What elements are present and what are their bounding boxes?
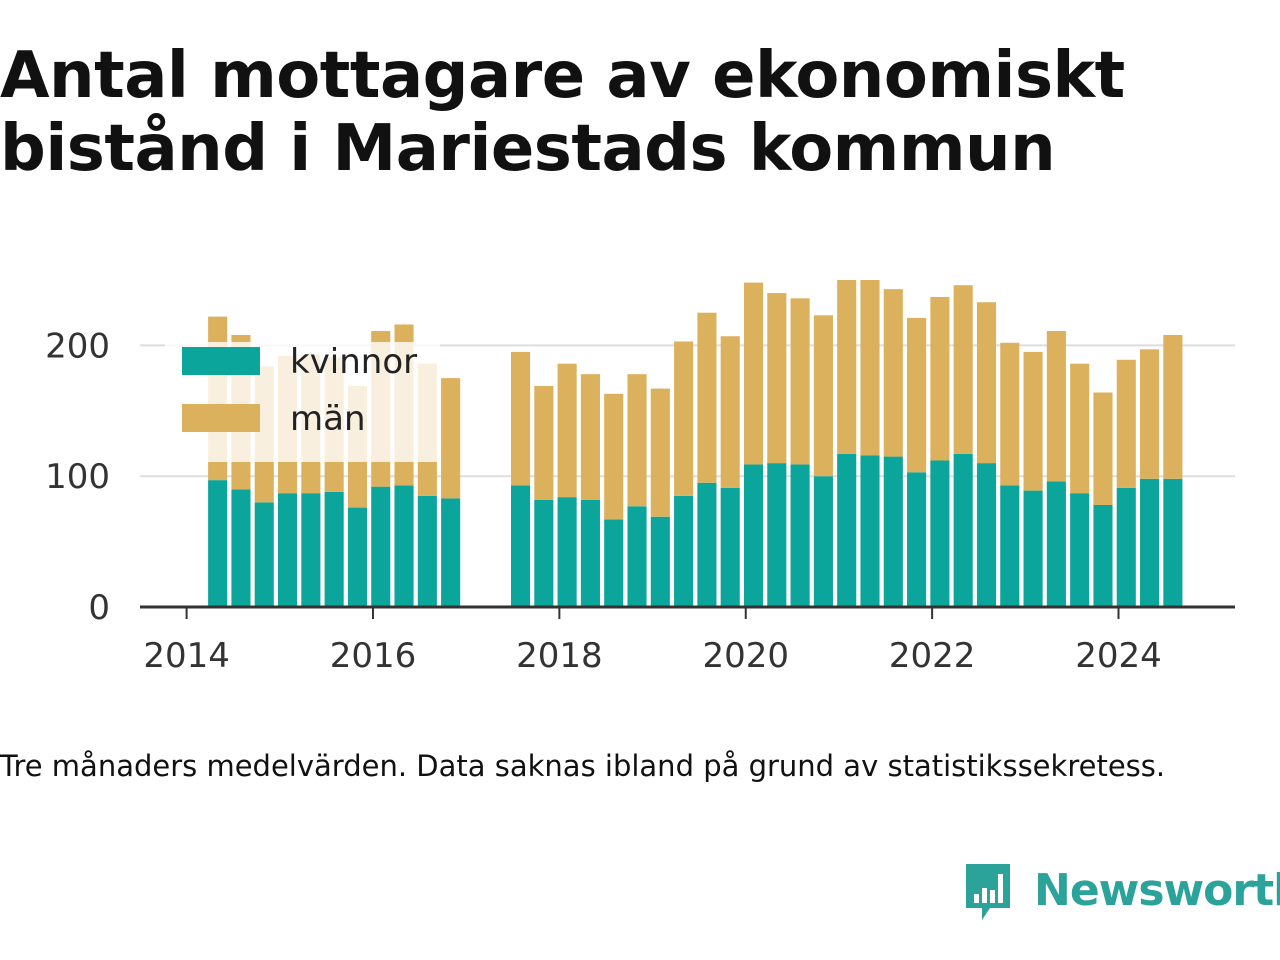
- y-tick-label: 0: [88, 588, 110, 628]
- bar-kvinnor: [883, 456, 903, 607]
- bar-kvinnor: [557, 497, 577, 607]
- y-tick-label: 100: [45, 457, 110, 497]
- bar-man: [1140, 349, 1160, 479]
- bar-man: [674, 341, 694, 496]
- bar-man: [743, 282, 764, 465]
- bar-kvinnor: [907, 472, 927, 607]
- bar-kvinnor: [930, 460, 950, 607]
- bar-kvinnor: [1046, 481, 1066, 607]
- x-tick-label: 2014: [143, 636, 230, 676]
- chart-title: Antal mottagare av ekonomiskt bistånd i …: [0, 39, 1125, 186]
- bar-man: [883, 289, 903, 457]
- bar-man: [976, 302, 997, 464]
- bar-kvinnor: [231, 489, 251, 607]
- newsworthy-bar-chart-icon: [966, 864, 1010, 920]
- x-tick-label: 2020: [702, 636, 789, 676]
- bar-kvinnor: [976, 463, 997, 607]
- bar-man: [1163, 334, 1183, 479]
- brand-name: Newsworthy: [1034, 865, 1280, 916]
- y-tick-label: 200: [45, 326, 110, 366]
- bar-man: [510, 351, 531, 486]
- bar-man: [813, 315, 833, 477]
- bar-man: [580, 374, 600, 500]
- bar-kvinnor: [301, 493, 321, 607]
- bar-kvinnor: [720, 487, 740, 607]
- legend-label: kvinnor: [290, 342, 417, 382]
- stacked-bar-chart: 0 100 200 2014 2016 2018 2020 2022 2024 kvinnor m…: [45, 280, 1235, 676]
- bar-kvinnor: [580, 499, 600, 607]
- bar-kvinnor: [1163, 478, 1183, 607]
- bar-kvinnor: [1140, 478, 1160, 607]
- bar-kvinnor: [697, 482, 717, 607]
- bar-kvinnor: [627, 506, 647, 607]
- bar-man: [837, 280, 857, 454]
- bar-man: [860, 280, 880, 456]
- bar-man: [1093, 392, 1113, 505]
- bar-kvinnor: [534, 499, 554, 607]
- bar-kvinnor: [510, 485, 531, 607]
- bar-kvinnor: [813, 476, 833, 607]
- bar-man: [930, 297, 950, 461]
- bar-kvinnor: [1000, 485, 1020, 607]
- bar-kvinnor: [278, 493, 298, 607]
- chart-note: Tre månaders medelvärden. Data saknas ib…: [0, 749, 1166, 783]
- x-tick-label: 2018: [516, 636, 603, 676]
- legend-swatch: [182, 347, 260, 375]
- bar-man: [767, 293, 787, 464]
- axes: 0 100 200 2014 2016 2018 2020 2022 2024: [45, 326, 1235, 676]
- bar-kvinnor: [347, 507, 367, 607]
- bar-man: [604, 393, 624, 520]
- bar-kvinnor: [394, 485, 414, 607]
- bar-man: [557, 363, 577, 498]
- bar-kvinnor: [790, 464, 810, 607]
- bar-kvinnor: [1023, 490, 1043, 607]
- bar-man: [697, 312, 717, 483]
- bar-kvinnor: [371, 486, 391, 607]
- x-tick-label: 2022: [889, 636, 976, 676]
- x-tick-label: 2016: [330, 636, 417, 676]
- bar-kvinnor: [417, 495, 437, 607]
- x-tick-label: 2024: [1075, 636, 1162, 676]
- bar-man: [953, 285, 973, 454]
- bar-kvinnor: [254, 502, 274, 607]
- bar-kvinnor: [324, 491, 344, 607]
- bar-kvinnor: [1116, 487, 1136, 607]
- bar-kvinnor: [743, 464, 764, 607]
- bar-kvinnor: [767, 463, 787, 607]
- bar-man: [907, 317, 927, 473]
- legend-label: män: [290, 399, 366, 439]
- bar-man: [1000, 342, 1020, 486]
- bar-kvinnor: [860, 455, 880, 607]
- bar-kvinnor: [674, 495, 694, 607]
- bar-kvinnor: [837, 453, 857, 607]
- bar-man: [1070, 363, 1090, 494]
- bar-kvinnor: [441, 498, 461, 607]
- bar-man: [534, 385, 554, 500]
- bar-man: [1046, 331, 1066, 482]
- bar-man: [1116, 359, 1136, 488]
- bar-kvinnor: [1070, 493, 1090, 607]
- bar-kvinnor: [208, 480, 228, 607]
- brand-logo: Newsworthy: [962, 860, 1280, 930]
- bar-kvinnor: [953, 453, 973, 607]
- bar-kvinnor: [1093, 504, 1113, 607]
- bar-man: [441, 378, 461, 499]
- bar-kvinnor: [604, 519, 624, 607]
- bar-man: [627, 374, 647, 507]
- bar-man: [1023, 351, 1043, 491]
- bar-man: [790, 298, 810, 465]
- bar-kvinnor: [650, 516, 670, 607]
- bar-man: [720, 336, 740, 488]
- bar-man: [650, 388, 670, 517]
- legend-swatch: [182, 404, 260, 432]
- legend: kvinnor män: [165, 342, 440, 462]
